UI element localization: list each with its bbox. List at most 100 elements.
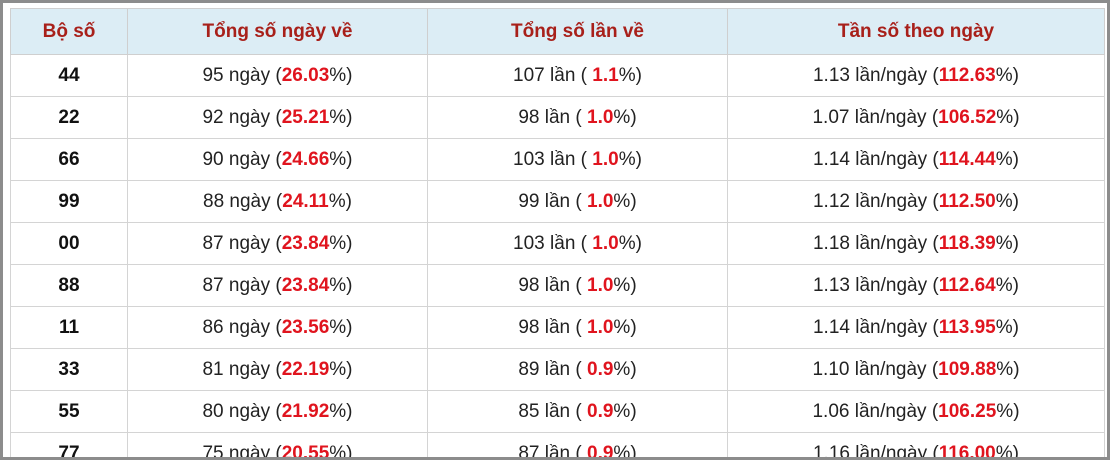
cell-text: 95 ngày ( [202,64,282,86]
stat-cell: 1.10 lần/ngày (109.88%) [727,348,1105,391]
percent-value: 1.0 [587,274,614,296]
cell-text: 90 ngày ( [202,148,282,170]
cell-text: %) [613,190,637,212]
percent-value: 23.56 [281,316,330,338]
percent-value: 109.88 [938,358,997,380]
number-cell: 00 [10,222,128,265]
header-row: Bộ số Tổng số ngày về Tổng số lần về Tần số… [10,8,1105,55]
stat-cell: 1.18 lần/ngày (118.39%) [727,222,1105,265]
cell-text: %) [329,106,353,128]
number-cell: 33 [10,348,128,391]
cell-text: 1.12 lần/ngày ( [812,190,939,212]
table-body: 44 95 ngày (26.03%) 107 lần ( 1.1%) 1.13 lầ… [10,54,1105,460]
number-cell: 99 [10,180,128,223]
cell-text: 103 lần ( [513,148,593,170]
stat-cell: 98 lần ( 1.0%) [427,264,728,307]
percent-value: 118.39 [938,232,996,254]
percent-value: 106.52 [938,106,997,128]
cell-text: 75 ngày ( [202,442,282,460]
cell-text: %) [996,358,1020,380]
cell-text: %) [618,148,642,170]
cell-text: 80 ngày ( [202,400,282,422]
percent-value: 113.95 [938,316,996,338]
cell-text: %) [329,148,353,170]
cell-text: 1.06 lần/ngày ( [812,400,939,422]
cell-text: 98 lần ( [518,106,587,128]
percent-value: 0.9 [587,442,614,460]
number-cell: 88 [10,264,128,307]
stat-cell: 90 ngày (24.66%) [127,138,428,181]
percent-value: 114.44 [938,148,996,170]
cell-text: 1.18 lần/ngày ( [812,232,939,254]
percent-value: 1.0 [587,316,614,338]
percent-value: 112.64 [938,274,996,296]
cell-text: 88 ngày ( [203,190,283,212]
stat-cell: 1.13 lần/ngày (112.63%) [727,54,1105,97]
cell-text: 1.13 lần/ngày ( [812,64,939,86]
number-cell: 55 [10,390,128,433]
table-row: 44 95 ngày (26.03%) 107 lần ( 1.1%) 1.13 lầ… [10,54,1105,97]
cell-text: %) [995,274,1019,296]
cell-text: 1.14 lần/ngày ( [812,316,939,338]
cell-text: %) [618,232,642,254]
cell-text: %) [618,64,642,86]
cell-text: 85 lần ( [518,400,587,422]
cell-text: 1.13 lần/ngày ( [812,274,939,296]
number-cell: 22 [10,96,128,139]
table-row: 55 80 ngày (21.92%) 85 lần ( 0.9%) 1.06 lần… [10,390,1105,433]
stat-cell: 88 ngày (24.11%) [127,180,428,223]
percent-value: 0.9 [587,400,614,422]
percent-value: 26.03 [281,64,330,86]
percent-value: 24.66 [281,148,330,170]
percent-value: 1.0 [592,232,619,254]
percent-value: 1.0 [587,190,614,212]
cell-text: %) [996,106,1020,128]
number-cell: 44 [10,54,128,97]
percent-value: 20.55 [281,442,330,460]
number-cell: 66 [10,138,128,181]
stat-cell: 1.14 lần/ngày (114.44%) [727,138,1105,181]
cell-text: 87 ngày ( [202,232,282,254]
percent-value: 0.9 [587,358,614,380]
cell-text: %) [613,274,637,296]
number-cell: 77 [10,432,128,457]
percent-value: 23.84 [281,232,330,254]
cell-text: 92 ngày ( [202,106,282,128]
cell-text: %) [995,316,1019,338]
header-cell: Bộ số [10,8,128,55]
table-row: 66 90 ngày (24.66%) 103 lần ( 1.0%) 1.14 lầ… [10,138,1105,181]
stat-cell: 86 ngày (23.56%) [127,306,428,349]
stat-cell: 103 lần ( 1.0%) [427,138,728,181]
cell-text: %) [613,106,637,128]
percent-value: 112.63 [938,64,996,86]
cell-text: 86 ngày ( [202,316,282,338]
cell-text: %) [329,316,353,338]
cell-text: 87 lần ( [518,442,587,460]
cell-text: %) [329,442,353,460]
cell-text: 89 lần ( [518,358,587,380]
cell-text: %) [329,232,353,254]
cell-text: %) [995,190,1019,212]
header-cell: Tổng số lần về [427,8,728,55]
stat-cell: 89 lần ( 0.9%) [427,348,728,391]
stat-cell: 80 ngày (21.92%) [127,390,428,433]
stat-cell: 1.06 lần/ngày (106.25%) [727,390,1105,433]
percent-value: 116.00 [938,442,996,460]
table-row: 00 87 ngày (23.84%) 103 lần ( 1.0%) 1.18 lầ… [10,222,1105,265]
percent-value: 106.25 [938,400,997,422]
stat-cell: 92 ngày (25.21%) [127,96,428,139]
cell-text: 98 lần ( [518,274,587,296]
cell-text: %) [329,358,353,380]
stat-cell: 1.16 lần/ngày (116.00%) [727,432,1105,460]
stat-cell: 1.07 lần/ngày (106.52%) [727,96,1105,139]
cell-text: %) [613,400,637,422]
cell-text: %) [995,442,1019,460]
stat-cell: 99 lần ( 1.0%) [427,180,728,223]
header-cell: Tổng số ngày về [127,8,428,55]
stat-cell: 98 lần ( 1.0%) [427,306,728,349]
cell-text: 1.07 lần/ngày ( [812,106,939,128]
stat-cell: 1.12 lần/ngày (112.50%) [727,180,1105,223]
cell-text: %) [329,274,353,296]
cell-text: 99 lần ( [518,190,587,212]
cell-text: 103 lần ( [513,232,593,254]
